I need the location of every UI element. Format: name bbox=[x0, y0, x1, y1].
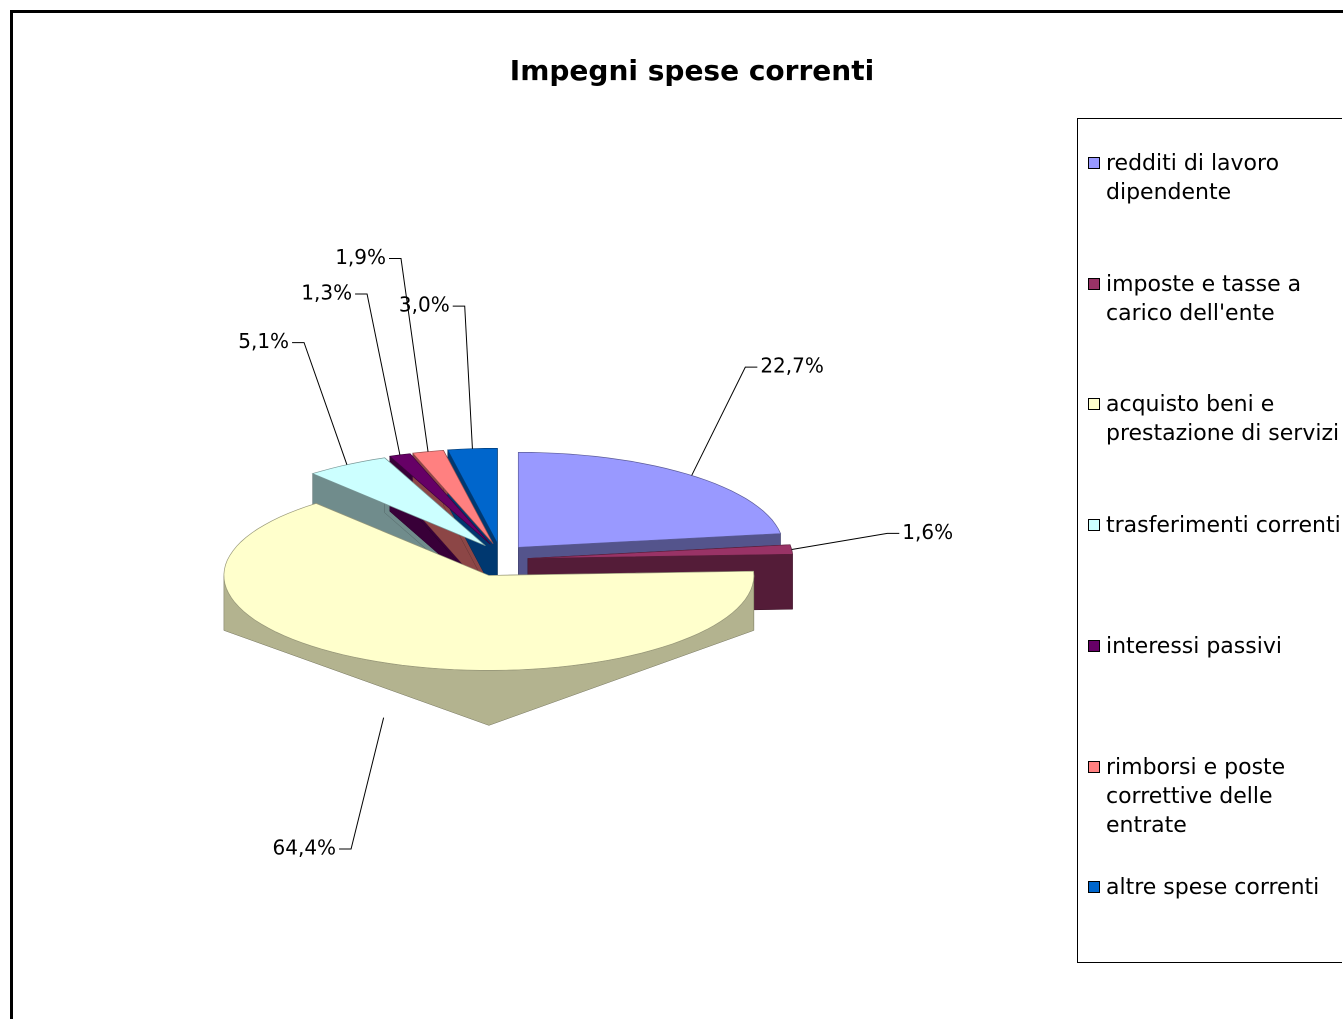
legend-swatch bbox=[1088, 519, 1100, 532]
data-label: 1,9% bbox=[335, 245, 386, 269]
legend-swatch bbox=[1088, 398, 1100, 411]
pie-slice bbox=[527, 544, 794, 559]
data-label: 3,0% bbox=[399, 293, 450, 317]
legend-swatch bbox=[1088, 157, 1100, 169]
pie-slice bbox=[517, 451, 782, 548]
legend-label: imposte e tasse a carico dell'ente bbox=[1106, 271, 1302, 326]
leader-line bbox=[339, 717, 385, 850]
chart-title: Impegni spese correnti bbox=[510, 54, 874, 87]
legend-item: imposte e tasse a carico dell'ente bbox=[1086, 270, 1341, 328]
legend-swatch bbox=[1088, 277, 1100, 290]
leader-line bbox=[389, 258, 429, 452]
legend-swatch bbox=[1088, 639, 1100, 652]
leader-line bbox=[355, 293, 401, 456]
legend-item: interessi passivi bbox=[1086, 632, 1341, 661]
pie-slice bbox=[311, 457, 486, 546]
pie-slice bbox=[223, 503, 755, 671]
leader-line bbox=[452, 305, 473, 449]
legend-item: redditi di lavoro dipendente bbox=[1086, 149, 1341, 207]
legend-item: rimborsi e poste correttive delle entrat… bbox=[1086, 753, 1341, 840]
pie-slice bbox=[447, 447, 498, 544]
legend-swatch bbox=[1088, 881, 1100, 894]
data-label: 5,1% bbox=[238, 329, 289, 353]
legend-item: trasferimenti correnti bbox=[1086, 511, 1341, 540]
legend: redditi di lavoro dipendente imposte e ta… bbox=[1077, 118, 1342, 963]
leader-line bbox=[292, 342, 348, 465]
legend-label: interessi passivi bbox=[1106, 633, 1282, 659]
data-label: 1,3% bbox=[301, 281, 352, 305]
legend-label: rimborsi e poste correttive delle entrat… bbox=[1106, 754, 1286, 838]
legend-label: trasferimenti correnti bbox=[1106, 513, 1341, 539]
legend-item: acquisto beni e prestazione di servizi bbox=[1086, 390, 1341, 448]
legend-label: altre spese correnti bbox=[1106, 875, 1320, 901]
leader-line bbox=[691, 366, 758, 476]
pie-tops bbox=[223, 447, 794, 671]
data-label: 22,7% bbox=[760, 354, 824, 378]
legend-label: redditi di lavoro dipendente bbox=[1106, 151, 1280, 205]
data-label: 64,4% bbox=[273, 836, 337, 860]
leader-line bbox=[791, 532, 900, 550]
legend-swatch bbox=[1088, 760, 1100, 773]
legend-label: acquisto beni e prestazione di servizi bbox=[1106, 392, 1340, 447]
data-label: 1,6% bbox=[902, 520, 953, 544]
legend-item: altre spese correnti bbox=[1086, 873, 1341, 902]
chart-frame bbox=[10, 10, 1343, 1019]
pie-slice bbox=[412, 450, 494, 544]
